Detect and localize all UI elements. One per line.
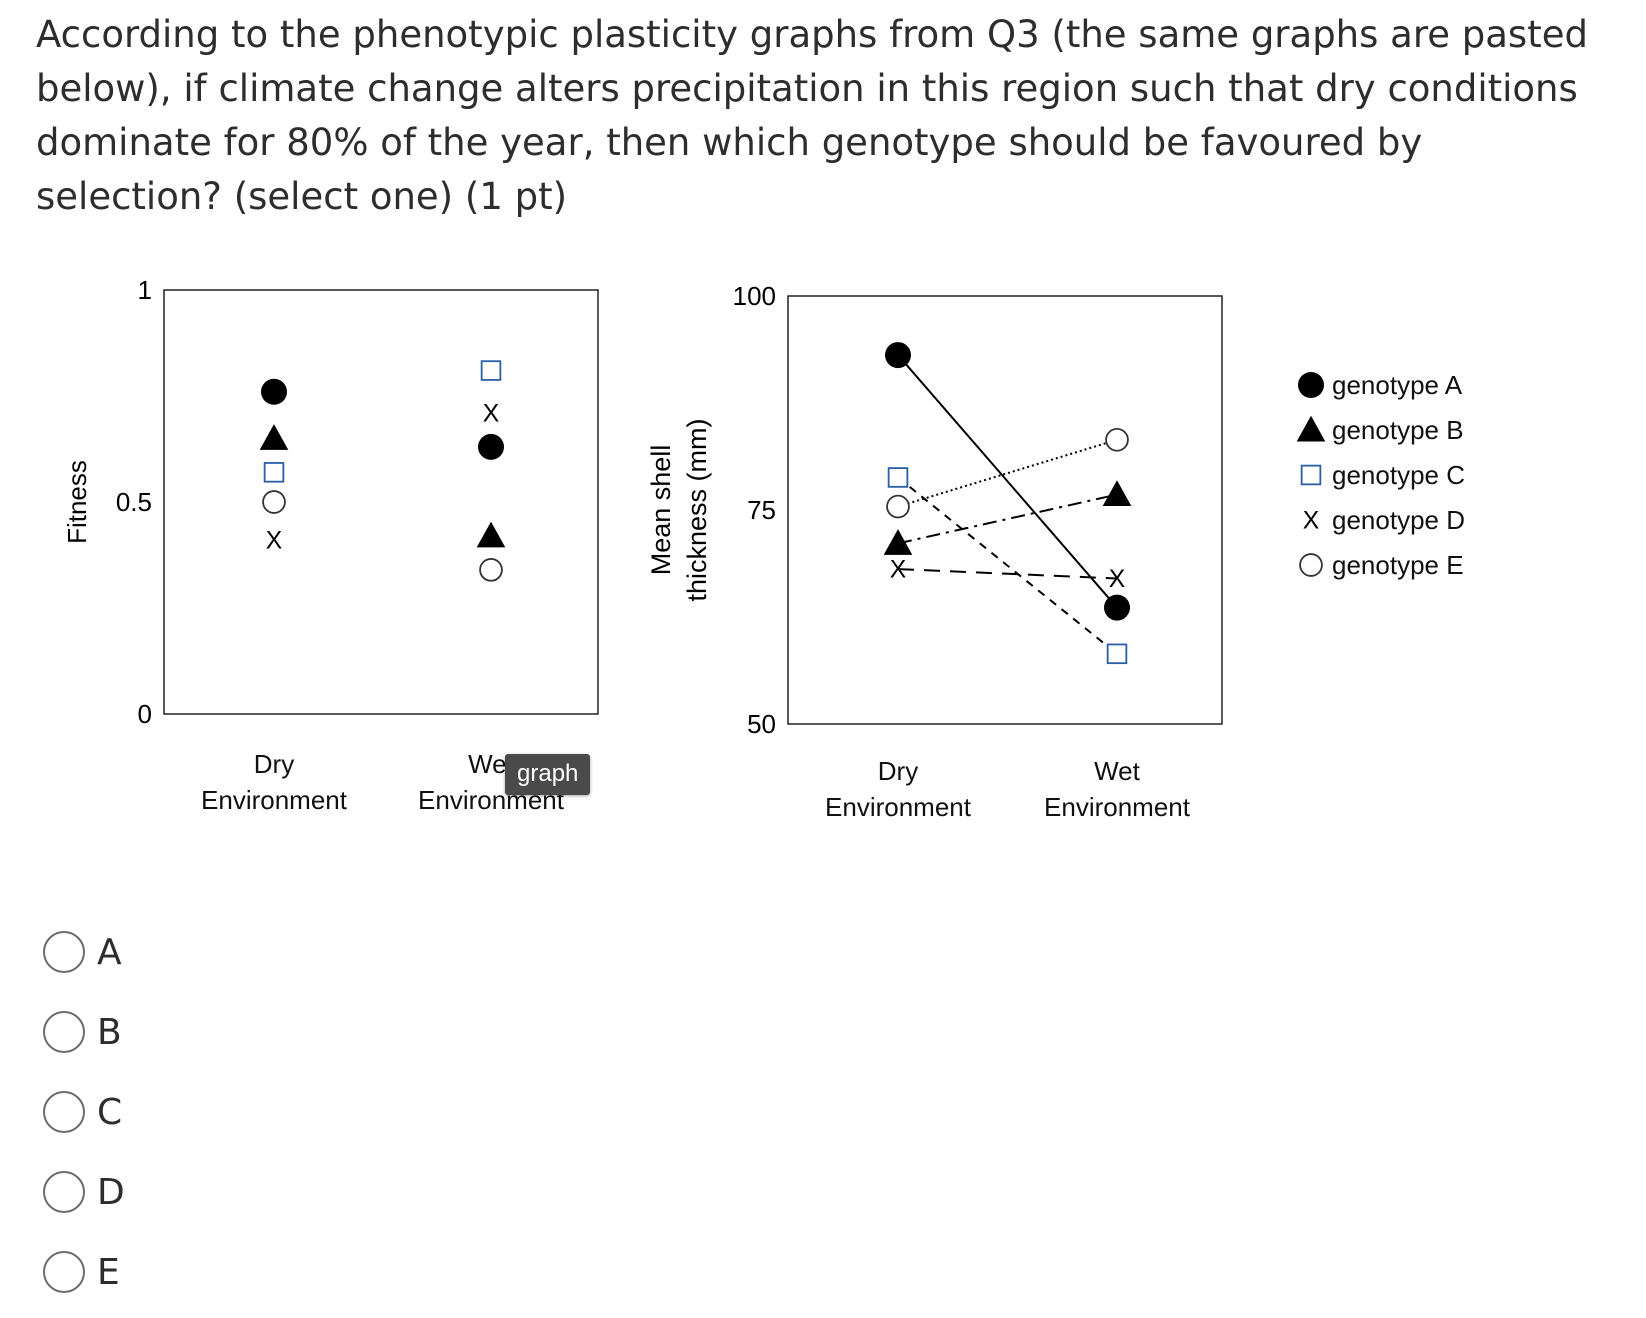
radio-b[interactable] <box>43 1011 85 1053</box>
chart1-ytick-label: 1 <box>138 275 152 305</box>
chart2-x-category-label: Wet Environment <box>1044 756 1191 822</box>
chart1-point-genotype-d: X <box>483 401 499 428</box>
legend-marker-genotype-b <box>1296 415 1326 442</box>
chart1-point-genotype-a <box>478 433 504 460</box>
shell-thickness-chart: 100 75 50 Mean shell thickness (mm) Dry Enviro… <box>646 281 1223 822</box>
chart2-line-genotype-e <box>897 438 1118 508</box>
chart2-point-genotype-a <box>1104 594 1130 621</box>
radio-a[interactable] <box>43 931 85 973</box>
chart2-point-genotype-e <box>1105 427 1129 452</box>
chart2-y-axis-label: Mean shell thickness (mm) <box>646 418 712 601</box>
chart2-ytick-label: 75 <box>747 495 776 525</box>
chart2-ytick-label: 100 <box>733 281 776 311</box>
option-c[interactable]: C <box>43 1072 125 1152</box>
legend-marker-genotype-a <box>1298 372 1324 398</box>
chart2-point-genotype-c <box>1106 643 1128 665</box>
chart2-line-genotype-b <box>897 493 1118 545</box>
legend-marker-genotype-e <box>1299 553 1323 577</box>
legend: genotype A genotype B genotype C X genotype … <box>1296 370 1465 580</box>
option-a-label: A <box>97 931 122 973</box>
phenotypic-plasticity-figure: 1 0.5 0 Fitness Dry Environment Wet Environment… <box>62 275 1465 822</box>
chart1-ytick-label: 0 <box>138 699 152 729</box>
chart2-line-genotype-d <box>897 568 1118 580</box>
chart2-plot-area <box>787 295 1223 725</box>
option-e-label: E <box>97 1251 120 1293</box>
legend-label-genotype-e: genotype E <box>1332 550 1464 580</box>
legend-label-genotype-a: genotype A <box>1332 370 1463 400</box>
chart1-ytick-label: 0.5 <box>116 487 152 517</box>
chart2-line-genotype-c <box>897 476 1118 655</box>
chart2-line-genotype-a <box>897 354 1118 609</box>
legend-marker-genotype-d: X <box>1303 508 1319 535</box>
chart2-point-genotype-a <box>885 342 911 369</box>
chart1-point-genotype-c <box>263 462 285 483</box>
option-b-label: B <box>97 1011 122 1053</box>
legend-label-genotype-d: genotype D <box>1332 505 1465 535</box>
option-d[interactable]: D <box>43 1152 125 1232</box>
legend-label-genotype-b: genotype B <box>1332 415 1464 445</box>
chart1-y-axis-label: Fitness <box>62 460 92 544</box>
legend-marker-genotype-c <box>1300 464 1322 486</box>
chart2-point-genotype-b <box>1102 480 1132 507</box>
option-a[interactable]: A <box>43 912 125 992</box>
legend-label-genotype-c: genotype C <box>1332 460 1465 490</box>
radio-e[interactable] <box>43 1251 85 1293</box>
chart2-ytick-label: 50 <box>747 709 776 739</box>
question-text: According to the phenotypic plasticity g… <box>36 13 1588 218</box>
option-b[interactable]: B <box>43 992 125 1072</box>
chart1-point-genotype-d: X <box>266 528 282 555</box>
option-c-label: C <box>97 1091 123 1133</box>
graph-tooltip: graph <box>505 754 591 795</box>
chart1-point-genotype-b <box>476 521 506 548</box>
chart1-plot-area <box>163 289 599 715</box>
radio-d[interactable] <box>43 1171 85 1213</box>
chart1-point-genotype-a <box>261 378 287 405</box>
chart2-point-genotype-b <box>883 529 913 555</box>
chart1-point-genotype-e <box>479 558 503 582</box>
answer-options: A B C D E <box>43 912 125 1312</box>
chart1-point-genotype-e <box>262 490 286 514</box>
fitness-chart: 1 0.5 0 Fitness Dry Environment Wet Environment… <box>62 275 599 815</box>
chart1-point-genotype-c <box>480 360 502 381</box>
chart1-x-category-label: Dry Environment <box>201 749 348 815</box>
chart1-point-genotype-b <box>259 424 289 450</box>
chart2-point-genotype-c <box>887 467 909 488</box>
chart2-point-genotype-d: X <box>1109 566 1125 593</box>
chart2-x-category-label: Dry Environment <box>825 756 972 822</box>
radio-c[interactable] <box>43 1091 85 1133</box>
option-d-label: D <box>97 1171 125 1213</box>
chart2-point-genotype-e <box>886 494 910 519</box>
option-e[interactable]: E <box>43 1232 125 1312</box>
chart2-point-genotype-d: X <box>890 557 906 584</box>
chart1-x-category-label: Wet Environment <box>418 749 565 815</box>
